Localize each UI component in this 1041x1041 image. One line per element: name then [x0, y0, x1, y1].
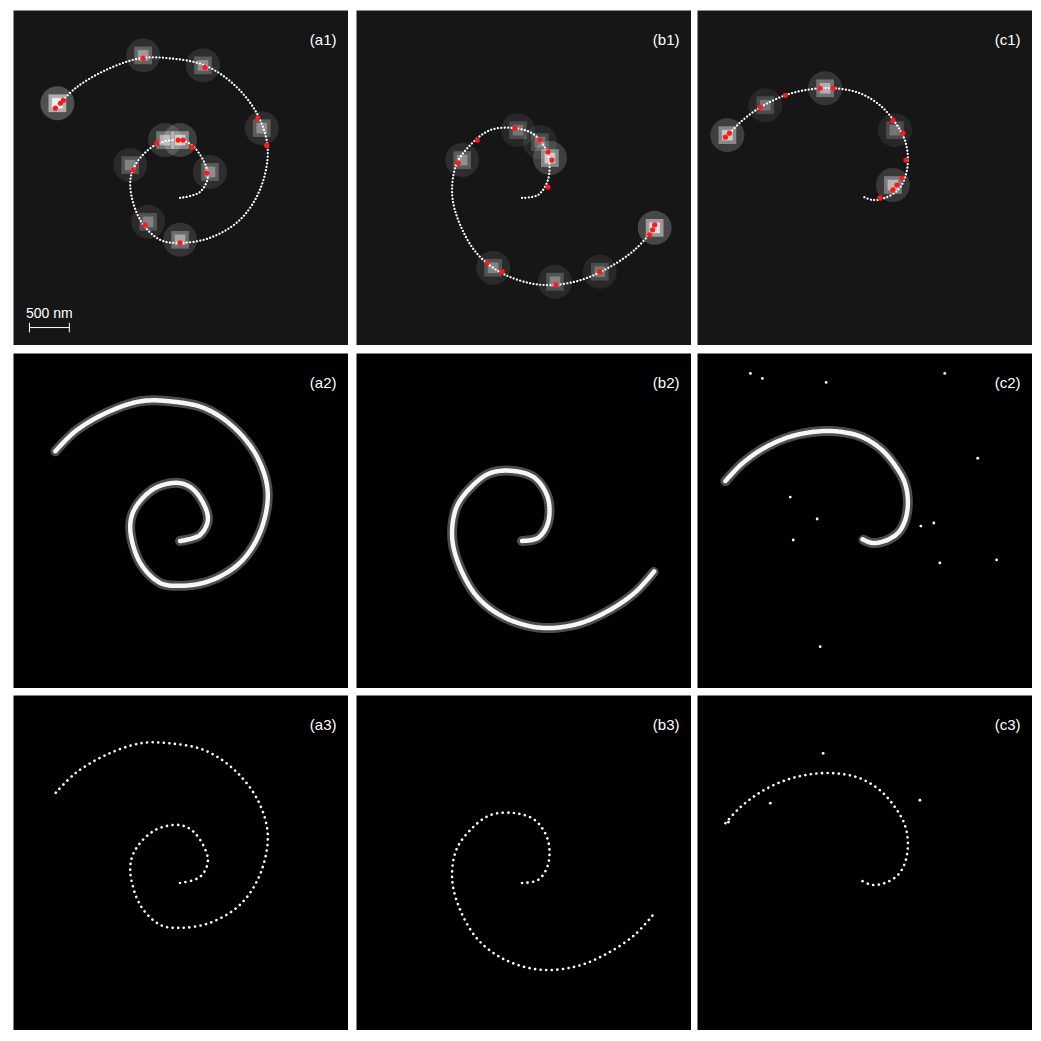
svg-text:(c2): (c2) — [995, 374, 1021, 391]
svg-text:(b3): (b3) — [653, 716, 680, 733]
svg-text:(a3): (a3) — [310, 716, 337, 733]
svg-text:500 nm: 500 nm — [26, 305, 73, 321]
svg-text:(b2): (b2) — [653, 374, 680, 391]
svg-text:(a2): (a2) — [310, 374, 337, 391]
svg-text:(a1): (a1) — [310, 31, 337, 48]
svg-text:(c1): (c1) — [995, 31, 1021, 48]
svg-text:(c3): (c3) — [995, 716, 1021, 733]
svg-text:(b1): (b1) — [653, 31, 680, 48]
